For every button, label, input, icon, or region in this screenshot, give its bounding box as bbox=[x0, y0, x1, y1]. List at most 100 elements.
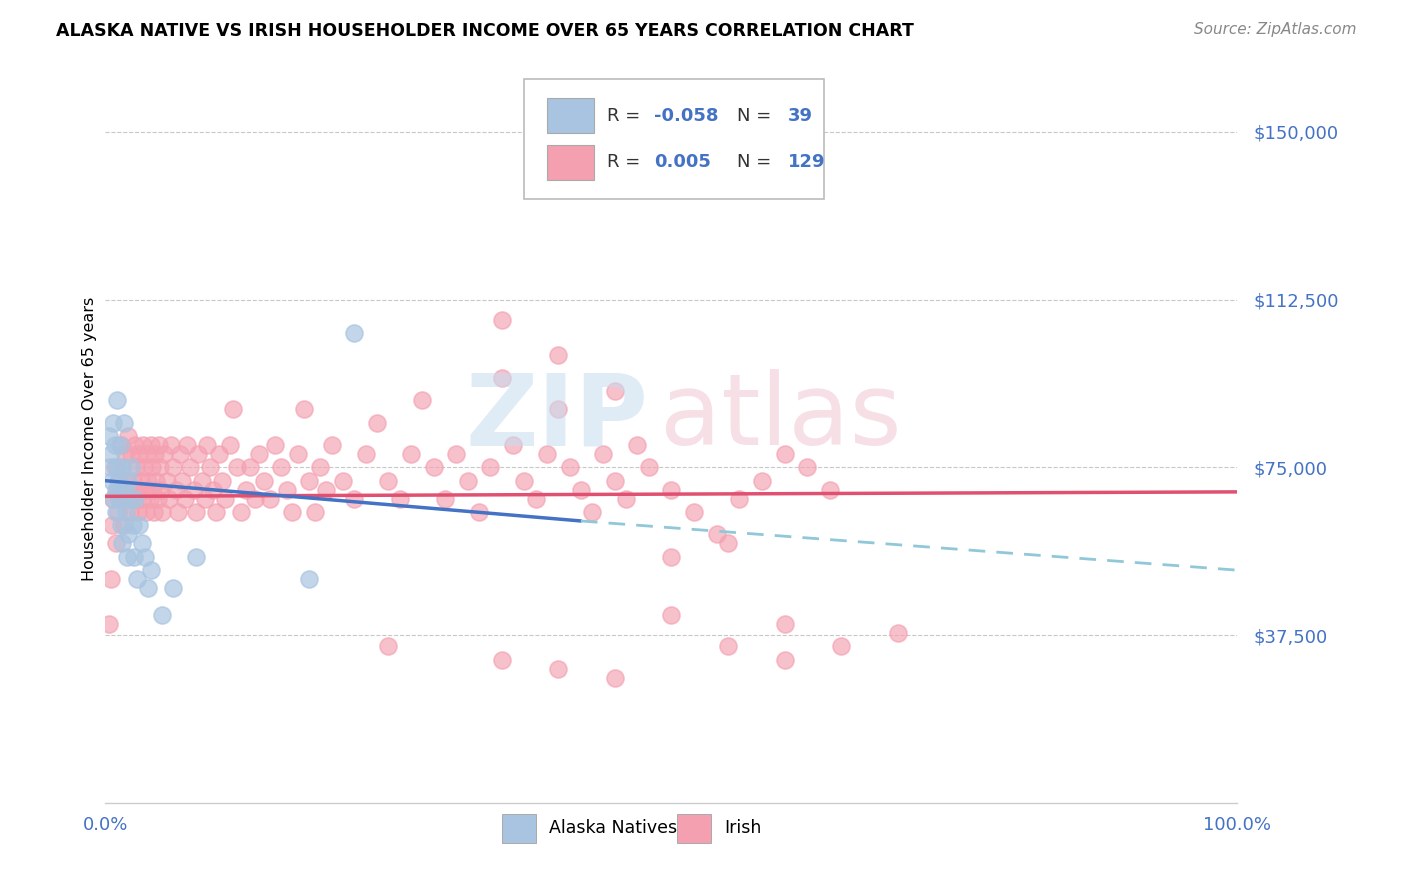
Point bbox=[614, 491, 637, 506]
Text: ZIP: ZIP bbox=[465, 369, 648, 466]
Point bbox=[773, 653, 796, 667]
Point bbox=[105, 393, 128, 408]
Point bbox=[138, 474, 160, 488]
Point bbox=[433, 491, 456, 506]
Point bbox=[124, 438, 146, 452]
Point bbox=[661, 483, 683, 497]
Point bbox=[149, 460, 172, 475]
Point bbox=[366, 416, 388, 430]
Point bbox=[239, 460, 262, 475]
Point bbox=[114, 483, 136, 497]
Point bbox=[187, 447, 209, 461]
Text: -0.058: -0.058 bbox=[654, 107, 718, 125]
Point bbox=[222, 402, 245, 417]
Point bbox=[108, 491, 131, 506]
Point bbox=[131, 536, 153, 550]
Point bbox=[225, 460, 247, 475]
Point bbox=[377, 639, 399, 653]
Point bbox=[97, 616, 120, 631]
Point bbox=[717, 536, 740, 550]
Point bbox=[195, 438, 218, 452]
Point bbox=[208, 447, 231, 461]
Point bbox=[121, 460, 143, 475]
Text: 129: 129 bbox=[787, 153, 825, 171]
Point bbox=[108, 438, 131, 452]
Point bbox=[304, 505, 326, 519]
Point bbox=[264, 438, 287, 452]
Point bbox=[706, 527, 728, 541]
Point bbox=[524, 491, 547, 506]
Point bbox=[162, 581, 184, 595]
Point bbox=[231, 505, 253, 519]
Point bbox=[661, 549, 683, 564]
Bar bbox=[547, 145, 595, 180]
Point bbox=[513, 474, 536, 488]
Point bbox=[184, 549, 207, 564]
Point bbox=[491, 371, 513, 385]
Point bbox=[129, 474, 152, 488]
Point bbox=[558, 460, 581, 475]
Point bbox=[103, 438, 125, 452]
Point bbox=[411, 393, 433, 408]
Point bbox=[321, 438, 343, 452]
Point bbox=[134, 549, 156, 564]
Point bbox=[122, 549, 145, 564]
Point bbox=[569, 483, 592, 497]
Point bbox=[104, 483, 127, 497]
Point bbox=[343, 326, 366, 340]
Text: R =: R = bbox=[607, 107, 640, 125]
Point bbox=[145, 474, 167, 488]
Point bbox=[773, 616, 796, 631]
Point bbox=[468, 505, 491, 519]
Point bbox=[98, 460, 121, 475]
Point bbox=[104, 536, 127, 550]
Point bbox=[354, 447, 377, 461]
Point bbox=[422, 460, 444, 475]
Point bbox=[298, 572, 321, 586]
Point bbox=[157, 491, 180, 506]
Point bbox=[626, 438, 648, 452]
Point bbox=[547, 402, 569, 417]
Point bbox=[138, 491, 160, 506]
Point bbox=[298, 474, 321, 488]
Point bbox=[142, 483, 165, 497]
Point bbox=[292, 402, 315, 417]
Point bbox=[110, 518, 132, 533]
Point bbox=[309, 460, 332, 475]
Point bbox=[169, 447, 191, 461]
Point bbox=[603, 384, 626, 399]
Point bbox=[184, 505, 207, 519]
Point bbox=[167, 505, 190, 519]
Point bbox=[637, 460, 659, 475]
Point bbox=[717, 639, 740, 653]
Point bbox=[155, 474, 177, 488]
Point bbox=[887, 625, 910, 640]
Point bbox=[176, 438, 198, 452]
Point bbox=[108, 491, 131, 506]
Point bbox=[103, 491, 125, 506]
Point bbox=[491, 312, 513, 326]
Point bbox=[97, 429, 120, 443]
Text: Irish: Irish bbox=[724, 819, 762, 838]
Point bbox=[103, 491, 125, 506]
Point bbox=[661, 607, 683, 622]
Point bbox=[457, 474, 479, 488]
Point bbox=[211, 474, 233, 488]
Point bbox=[117, 429, 139, 443]
Point bbox=[143, 447, 166, 461]
Point bbox=[110, 438, 132, 452]
Bar bbox=[502, 814, 536, 843]
Point bbox=[150, 607, 173, 622]
Point bbox=[103, 460, 125, 475]
Point bbox=[343, 491, 366, 506]
Point bbox=[121, 474, 143, 488]
Point bbox=[143, 505, 166, 519]
Point bbox=[683, 505, 706, 519]
Point bbox=[150, 505, 173, 519]
Point bbox=[112, 518, 135, 533]
Point bbox=[112, 416, 135, 430]
Point bbox=[121, 447, 143, 461]
Point bbox=[111, 460, 134, 475]
Point bbox=[108, 474, 131, 488]
Point bbox=[100, 447, 122, 461]
